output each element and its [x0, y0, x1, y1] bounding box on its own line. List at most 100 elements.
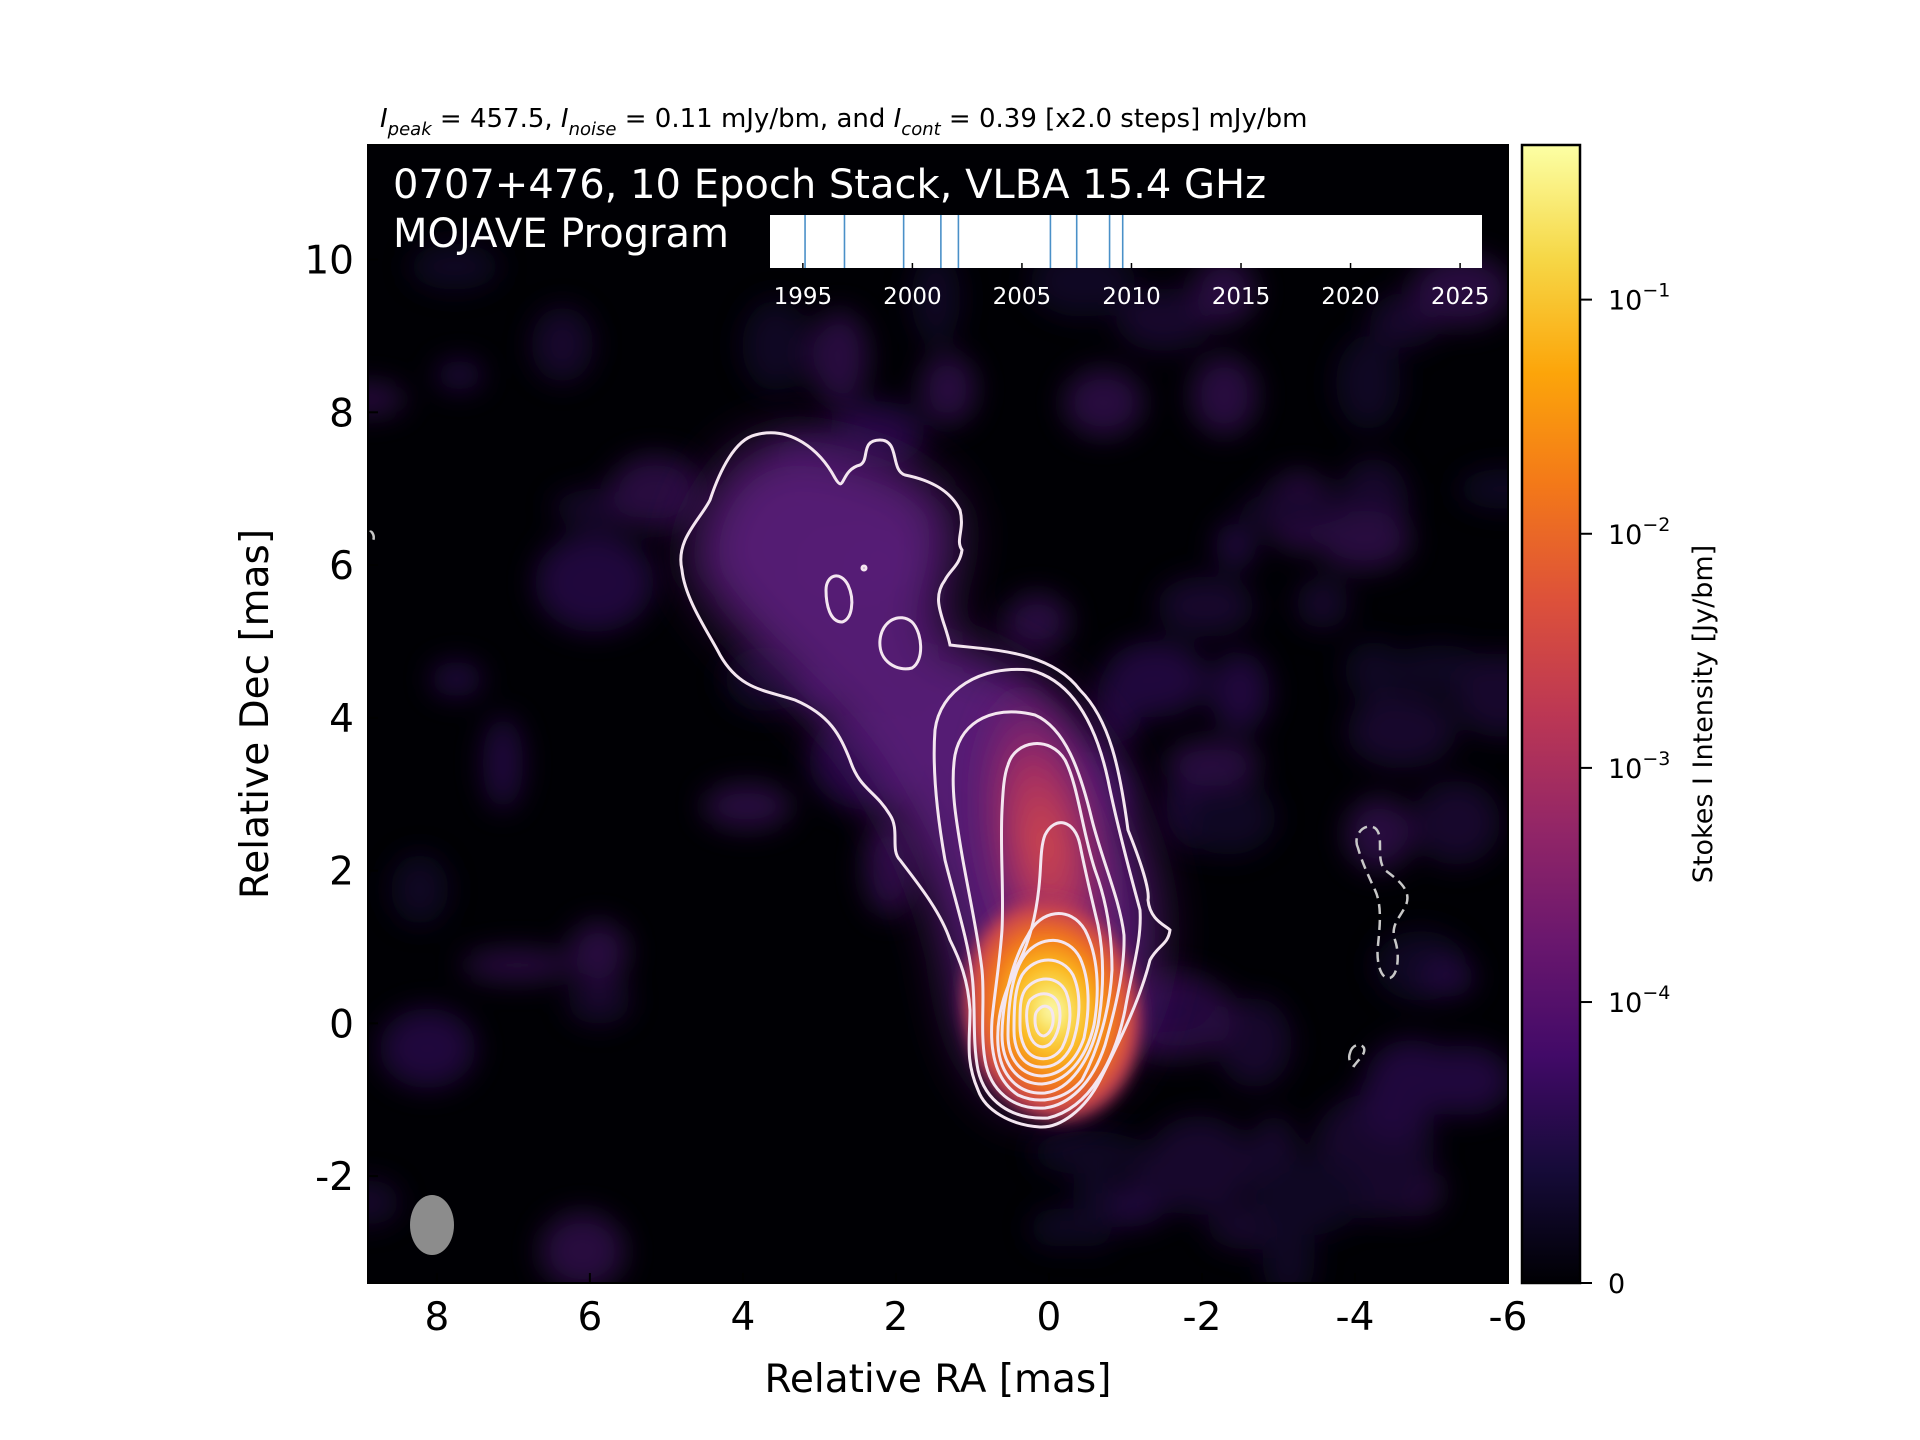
noise-blob [809, 310, 869, 406]
contour-speck [860, 564, 868, 572]
contour-level-1 [679, 431, 1172, 1129]
noise-blob [568, 921, 629, 984]
y-tick-label: 4 [329, 697, 354, 742]
noise-blob [1335, 335, 1401, 431]
noise-blob [461, 948, 573, 982]
x-tick-label: 6 [577, 1295, 602, 1340]
noise-blob [1165, 739, 1261, 787]
noise-blob [539, 1212, 626, 1283]
contour-level-2 [932, 667, 1142, 1120]
noise-blob [1262, 1209, 1315, 1283]
colorbar-tick-label: 10−3 [1608, 748, 1670, 785]
contour-level-3 [951, 710, 1126, 1110]
y-tick-label: 6 [329, 544, 354, 589]
timeline-tick-label: 2020 [1321, 284, 1380, 310]
noise-blob [1063, 368, 1144, 438]
timeline-tick-label: 2010 [1102, 284, 1161, 310]
negative-contour-3 [369, 530, 375, 543]
image-frame [367, 144, 1509, 1284]
noise-blob [482, 716, 524, 811]
noise-blob [863, 821, 915, 916]
negative-contour-1 [1355, 825, 1409, 980]
noise-blob [1346, 693, 1456, 769]
x-tick-label: -4 [1336, 1295, 1375, 1340]
y-tick-label: 8 [329, 391, 354, 436]
timeline-box [770, 215, 1482, 268]
noise-blob [911, 251, 961, 346]
noise-blob [1296, 577, 1349, 629]
timeline-tick-label: 2000 [883, 284, 942, 310]
contour-level-5 [996, 821, 1104, 1095]
noise-blob [742, 299, 810, 392]
timeline-epochs [804, 215, 1124, 268]
noise-blob [1344, 641, 1404, 700]
noise-blob [1238, 491, 1351, 526]
y-tick-label: 2 [329, 850, 354, 895]
x-tick-label: 0 [1037, 1295, 1062, 1340]
colorbar-zero-label: 0 [1608, 1269, 1625, 1300]
x-axis: 8 6 4 2 0 -2 -4 -6 [424, 1273, 1527, 1340]
noise-blob [1215, 521, 1257, 570]
noise-blob [609, 455, 699, 530]
noise-blob [531, 306, 594, 383]
noise-blob [379, 1008, 476, 1089]
y-tick-label: -2 [315, 1155, 354, 1200]
y-axis: 10 8 6 4 2 0 -2 [304, 239, 378, 1200]
source-title: 0707+476, 10 Epoch Stack, VLBA 15.4 GHz [393, 162, 1266, 208]
contour-level-6 [1000, 912, 1099, 1086]
noise-blob [1191, 355, 1258, 436]
x-tick-label: 8 [424, 1295, 449, 1340]
noise-blob [1130, 1156, 1185, 1202]
negative-contours [369, 530, 1409, 1068]
noise-blob [1003, 593, 1071, 651]
timeline-tick-label: 2025 [1431, 284, 1490, 310]
noise-blob [1181, 780, 1277, 855]
x-axis-label: Relative RA [mas] [765, 1357, 1112, 1402]
contour-level-11 [1033, 1004, 1055, 1038]
noise-blob [410, 243, 500, 290]
noise-blob [390, 853, 449, 925]
contour-island-2 [878, 616, 923, 671]
noise-blob [702, 783, 792, 830]
x-tick-label: 2 [884, 1295, 909, 1340]
contour-level-4 [990, 742, 1114, 1102]
noise-blob [1216, 997, 1292, 1088]
noise-blob [1116, 288, 1212, 352]
colorbar-tick-label: 10−2 [1608, 514, 1670, 551]
x-tick-label: 4 [730, 1295, 755, 1340]
noise-blob [430, 661, 483, 697]
noise-blob [1316, 510, 1412, 571]
y-axis-label: Relative Dec [mas] [233, 529, 278, 899]
noise-blob [436, 359, 483, 391]
timeline-tick-label: 1995 [774, 284, 833, 310]
contour-level-10 [1025, 992, 1062, 1049]
contour-level-9 [1018, 977, 1072, 1061]
contour-island-1 [824, 574, 854, 624]
noise-blob [567, 977, 631, 1025]
epoch-timeline: 1995 2000 2005 2010 2015 2020 2025 [770, 215, 1489, 310]
timeline-ticks: 1995 2000 2005 2010 2015 2020 2025 [774, 263, 1490, 310]
x-tick-label: -2 [1183, 1295, 1222, 1340]
noise-blob [1454, 653, 1508, 738]
colorbar-label: Stokes I Intensity [Jy/bm] [1688, 545, 1719, 883]
contour-level-7 [1006, 938, 1090, 1078]
noise-blob [368, 383, 406, 415]
beam-ellipse [410, 1195, 454, 1255]
noise-blob [1103, 640, 1208, 718]
noise-blob [1413, 780, 1501, 865]
intensity-contours [679, 431, 1172, 1129]
x-tick-label: -6 [1489, 1295, 1528, 1340]
noise-blob [1458, 468, 1508, 510]
noise-blob [1359, 1062, 1427, 1141]
noise-blob [1210, 651, 1270, 733]
noise-blob [1030, 1208, 1086, 1248]
noise-blob [535, 532, 654, 633]
noise-blob [1032, 1130, 1146, 1175]
colorbar-tick-label: 10−1 [1608, 280, 1670, 317]
y-tick-label: 10 [304, 239, 354, 284]
noise-blob [1156, 576, 1255, 636]
contour-level-8 [1012, 958, 1081, 1069]
image-panel [368, 145, 1508, 1283]
timeline-tick-label: 2005 [993, 284, 1052, 310]
